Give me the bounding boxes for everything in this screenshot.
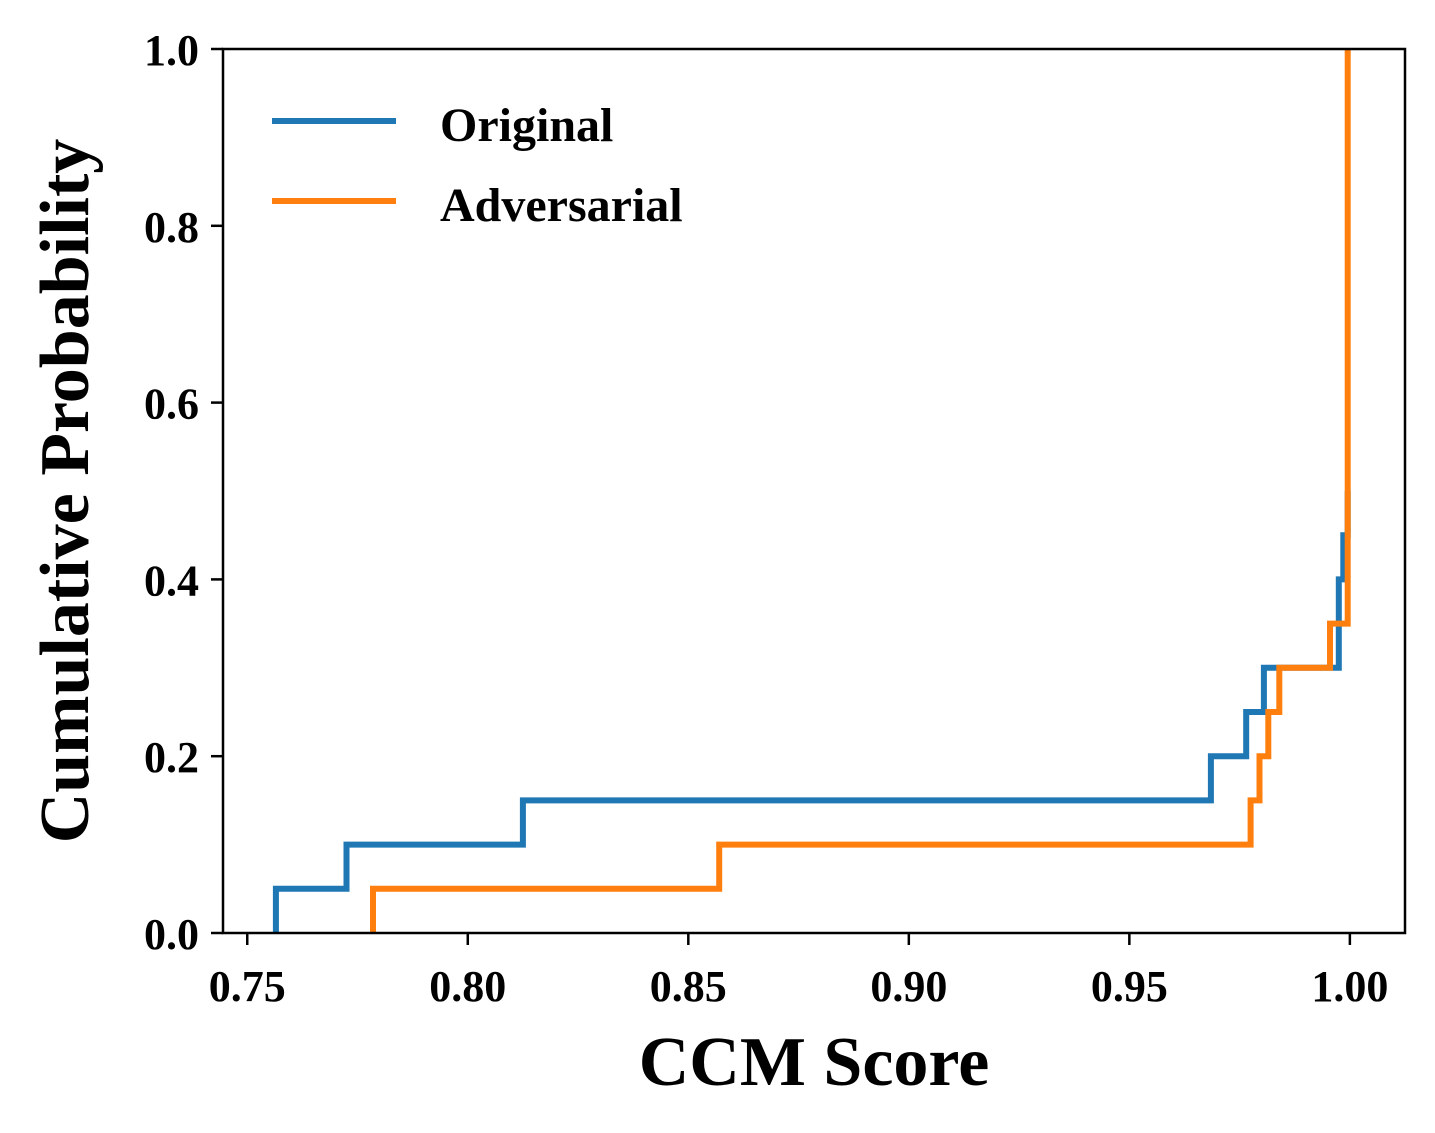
legend-label-adversarial: Adversarial <box>440 179 683 232</box>
series-line-adversarial <box>370 49 1351 933</box>
plot-frame <box>221 47 1407 935</box>
x-tick-label: 0.90 <box>870 962 947 1011</box>
y-tick-label: 1.0 <box>144 26 199 75</box>
y-tick-label: 0.2 <box>144 733 199 782</box>
y-tick-label: 0.6 <box>144 380 199 429</box>
y-tick-label: 0.0 <box>144 910 199 959</box>
legend: Original Adversarial <box>272 99 683 232</box>
x-tick-label: 0.80 <box>429 962 506 1011</box>
series-layer <box>272 49 1351 933</box>
legend-label-original: Original <box>440 99 613 152</box>
x-axis-label: CCM Score <box>639 1024 990 1101</box>
x-axis: 0.75 0.80 0.85 0.90 0.95 1.00 <box>209 933 1388 1011</box>
x-tick-label: 1.00 <box>1311 962 1388 1011</box>
y-axis-label: Cumulative Probability <box>27 139 104 844</box>
y-tick-label: 0.8 <box>144 203 199 252</box>
x-tick-label: 0.85 <box>650 962 727 1011</box>
y-tick-label: 0.4 <box>144 556 199 605</box>
series-line-original <box>272 491 1351 933</box>
x-tick-label: 0.95 <box>1091 962 1168 1011</box>
y-axis: 0.0 0.2 0.4 0.6 0.8 1.0 <box>144 26 223 959</box>
x-tick-label: 0.75 <box>209 962 286 1011</box>
